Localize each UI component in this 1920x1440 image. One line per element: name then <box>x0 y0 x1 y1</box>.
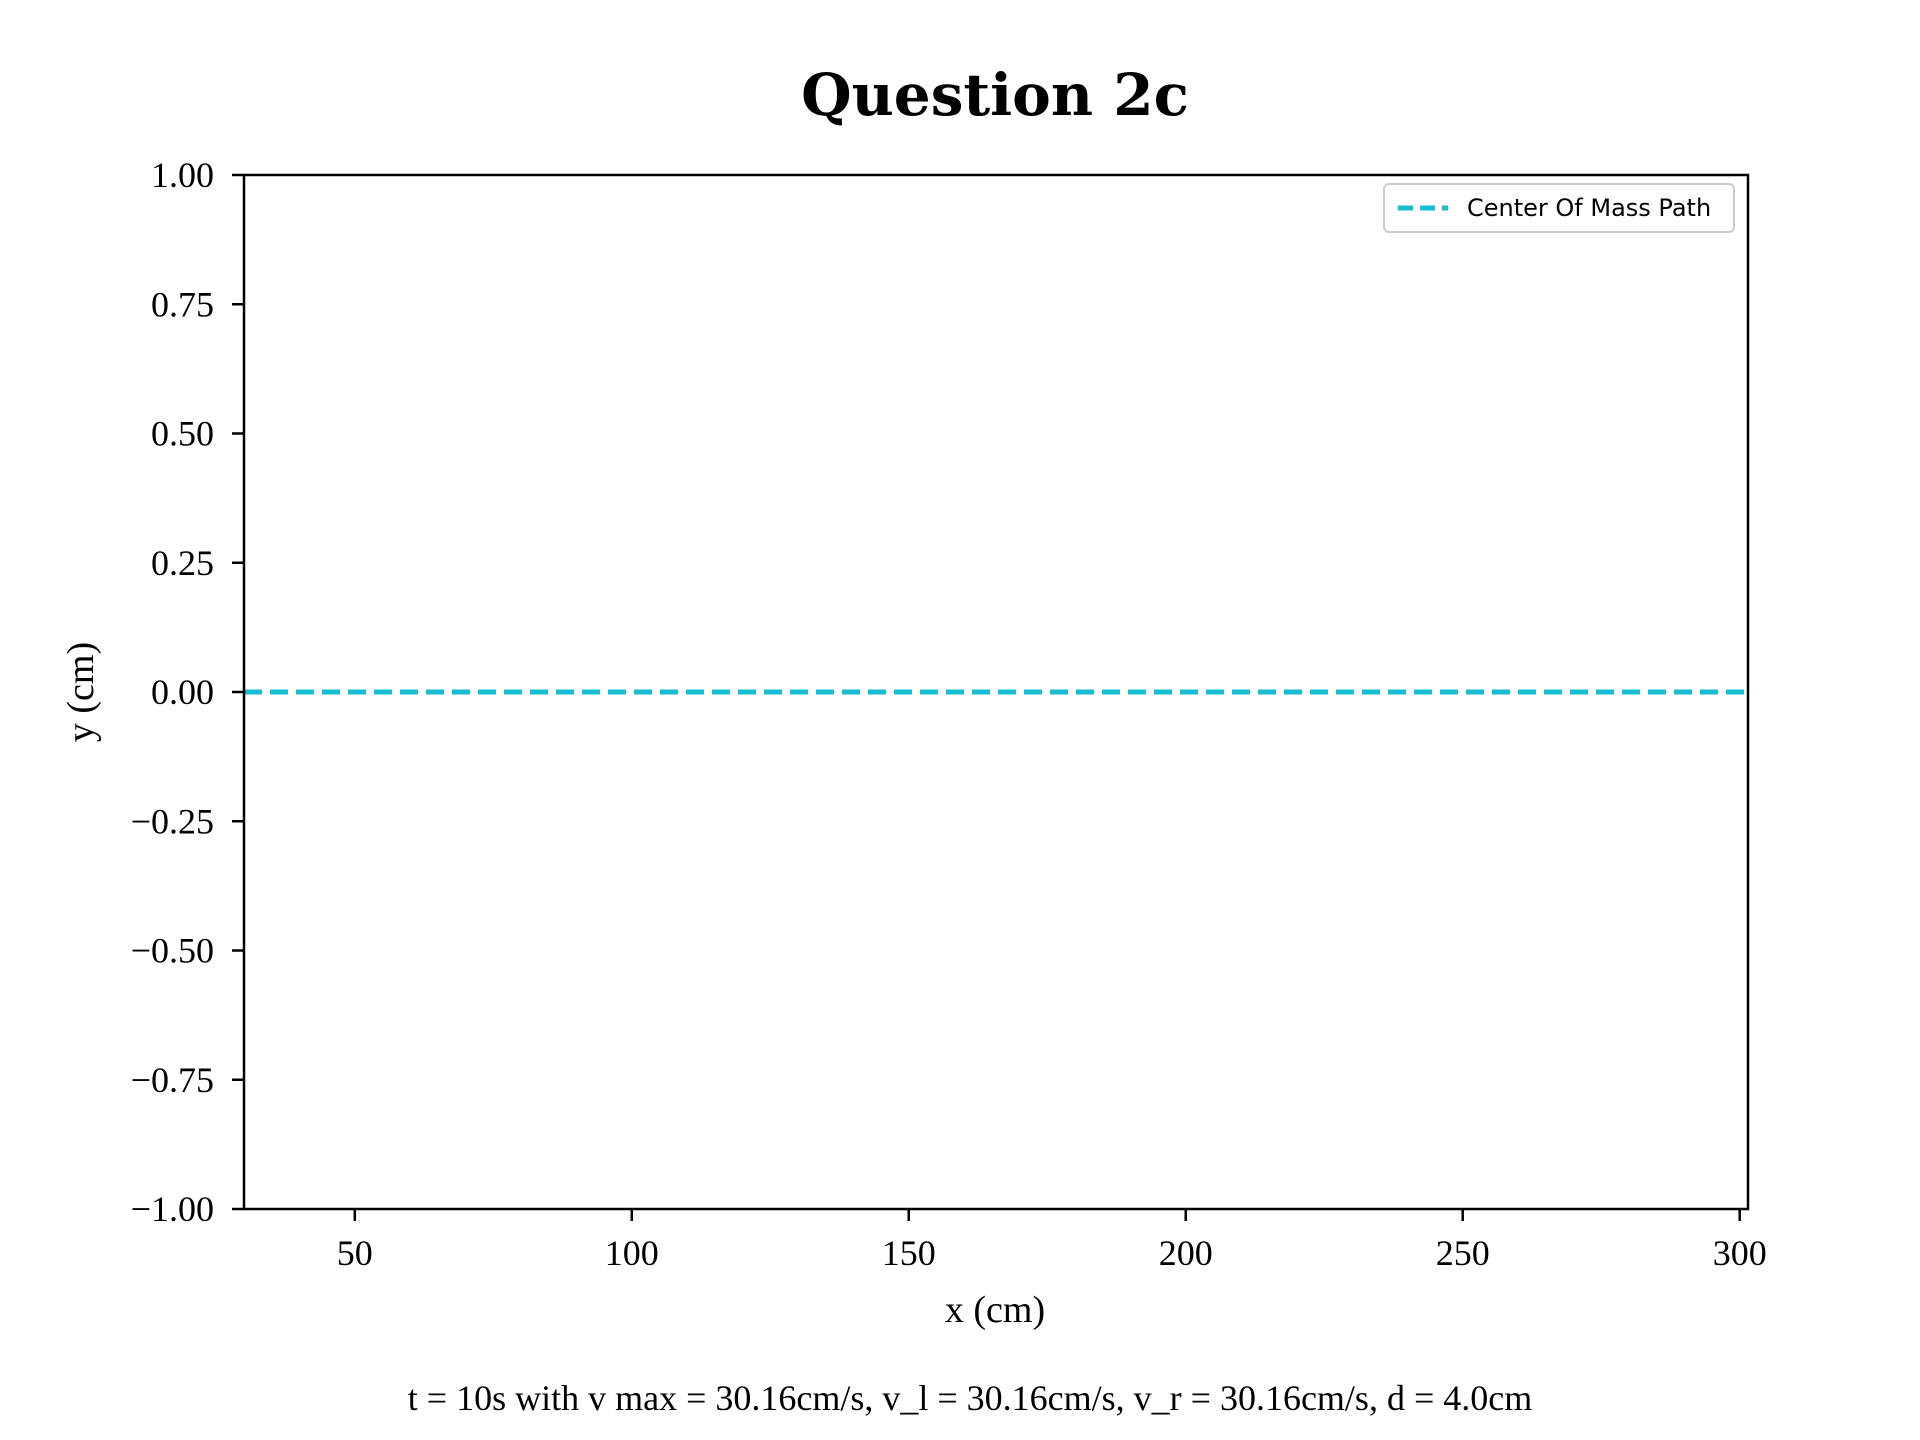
figure-caption: t = 10s with v max = 30.16cm/s, v_l = 30… <box>408 1378 1532 1418</box>
y-tick-label: 0.25 <box>151 543 214 583</box>
y-tick-label: 1.00 <box>151 155 214 195</box>
y-tick-label: 0.50 <box>151 414 214 454</box>
chart-title: Question 2c <box>801 61 1189 129</box>
y-tick-label: 0.75 <box>151 284 214 324</box>
y-tick-label: 0.00 <box>151 672 214 712</box>
y-tick-label: −1.00 <box>131 1189 214 1229</box>
x-tick-label: 200 <box>1159 1233 1213 1273</box>
y-tick-label: −0.75 <box>131 1060 214 1100</box>
x-tick-label: 100 <box>605 1233 659 1273</box>
y-tick-label: −0.25 <box>131 801 214 841</box>
plot-area: 50 100 150 200 250 300 1.00 0.75 0.50 0.25 0.00 −0.… <box>131 155 1767 1273</box>
legend-label: Center Of Mass Path <box>1467 194 1711 222</box>
legend-frame <box>1383 183 1735 233</box>
x-tick-label: 50 <box>337 1233 373 1273</box>
y-axis-label: y (cm) <box>60 642 102 742</box>
x-tick-label: 300 <box>1713 1233 1767 1273</box>
x-axis-label: x (cm) <box>945 1289 1045 1331</box>
y-tick-label: −0.50 <box>131 931 214 971</box>
legend: Center Of Mass Path <box>1383 183 1735 233</box>
x-tick-label: 150 <box>882 1233 936 1273</box>
x-tick-label: 250 <box>1436 1233 1490 1273</box>
